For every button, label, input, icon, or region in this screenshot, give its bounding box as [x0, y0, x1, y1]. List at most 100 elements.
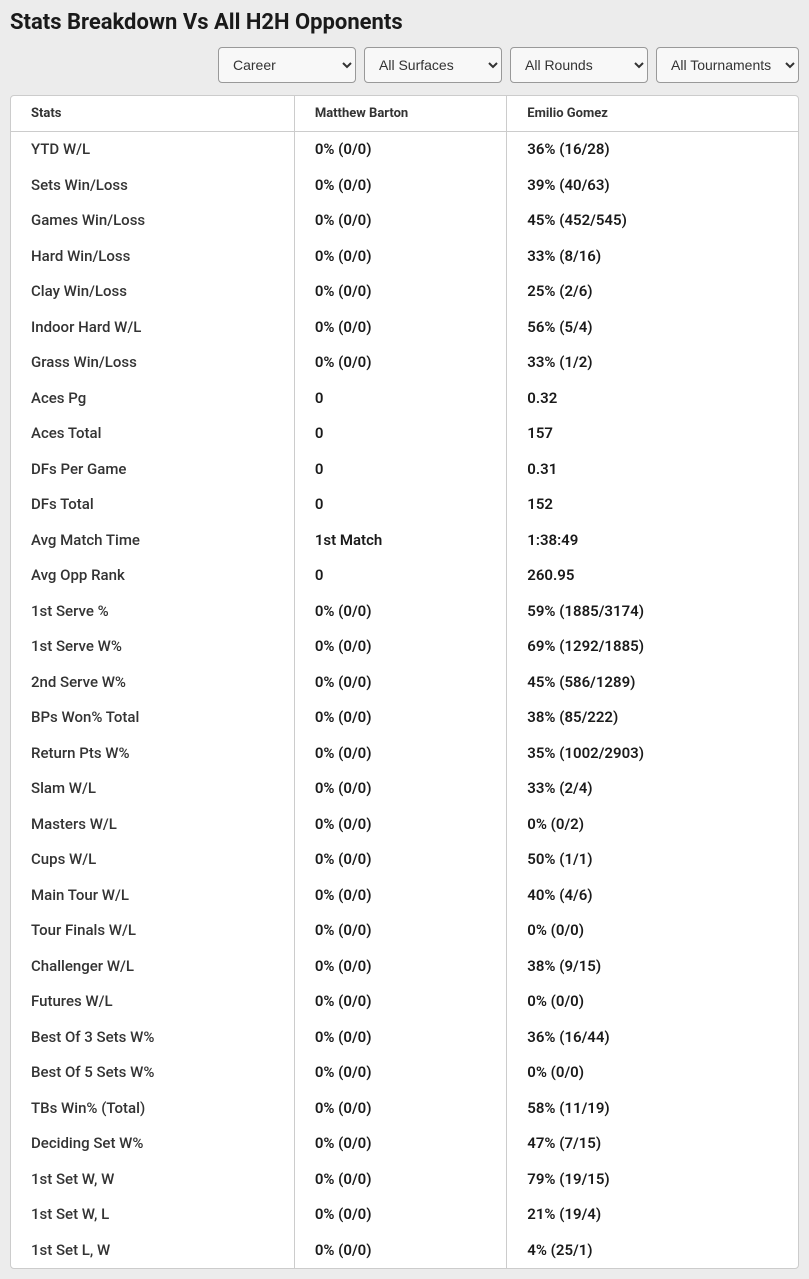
- player1-value: 0% (0/0): [294, 1197, 506, 1233]
- table-row: Challenger W/L0% (0/0)38% (9/15): [11, 949, 798, 985]
- player2-value: 59% (1885/3174): [507, 594, 798, 630]
- period-select[interactable]: Career: [218, 47, 356, 83]
- player1-value: 0% (0/0): [294, 842, 506, 878]
- stat-label: Challenger W/L: [11, 949, 294, 985]
- tournament-select[interactable]: All Tournaments: [656, 47, 799, 83]
- player2-value: 36% (16/44): [507, 1020, 798, 1056]
- player1-value: 0: [294, 487, 506, 523]
- table-row: Aces Total0157: [11, 416, 798, 452]
- filters-row: Career All Surfaces All Rounds All Tourn…: [10, 47, 799, 83]
- player1-value: 0: [294, 416, 506, 452]
- player2-value: 50% (1/1): [507, 842, 798, 878]
- table-row: Masters W/L0% (0/0)0% (0/2): [11, 807, 798, 843]
- table-row: BPs Won% Total0% (0/0)38% (85/222): [11, 700, 798, 736]
- player2-value: 38% (85/222): [507, 700, 798, 736]
- table-row: Grass Win/Loss0% (0/0)33% (1/2): [11, 345, 798, 381]
- player1-value: 0% (0/0): [294, 807, 506, 843]
- stat-label: Main Tour W/L: [11, 878, 294, 914]
- table-header-row: Stats Matthew Barton Emilio Gomez: [11, 96, 798, 132]
- player2-value: 36% (16/28): [507, 132, 798, 168]
- player1-value: 0: [294, 381, 506, 417]
- stat-label: Games Win/Loss: [11, 203, 294, 239]
- player1-value: 0% (0/0): [294, 310, 506, 346]
- table-row: Return Pts W%0% (0/0)35% (1002/2903): [11, 736, 798, 772]
- stat-label: 1st Set L, W: [11, 1233, 294, 1269]
- stat-label: 1st Serve W%: [11, 629, 294, 665]
- table-row: Avg Match Time1st Match1:38:49: [11, 523, 798, 559]
- table-row: Hard Win/Loss0% (0/0)33% (8/16): [11, 239, 798, 275]
- stat-label: Tour Finals W/L: [11, 913, 294, 949]
- player2-value: 38% (9/15): [507, 949, 798, 985]
- player1-value: 0% (0/0): [294, 771, 506, 807]
- page-title: Stats Breakdown Vs All H2H Opponents: [10, 10, 799, 35]
- col-header-player1: Matthew Barton: [294, 96, 506, 132]
- stat-label: Grass Win/Loss: [11, 345, 294, 381]
- table-row: Games Win/Loss0% (0/0)45% (452/545): [11, 203, 798, 239]
- stat-label: 1st Set W, W: [11, 1162, 294, 1198]
- player1-value: 0% (0/0): [294, 1091, 506, 1127]
- player1-value: 0% (0/0): [294, 594, 506, 630]
- table-row: 2nd Serve W%0% (0/0)45% (586/1289): [11, 665, 798, 701]
- table-row: TBs Win% (Total)0% (0/0)58% (11/19): [11, 1091, 798, 1127]
- player1-value: 0% (0/0): [294, 700, 506, 736]
- table-row: 1st Serve %0% (0/0)59% (1885/3174): [11, 594, 798, 630]
- table-row: Best Of 5 Sets W%0% (0/0)0% (0/0): [11, 1055, 798, 1091]
- table-row: Slam W/L0% (0/0)33% (2/4): [11, 771, 798, 807]
- stat-label: YTD W/L: [11, 132, 294, 168]
- stat-label: Best Of 5 Sets W%: [11, 1055, 294, 1091]
- stat-label: DFs Per Game: [11, 452, 294, 488]
- stat-label: Cups W/L: [11, 842, 294, 878]
- player1-value: 1st Match: [294, 523, 506, 559]
- table-row: 1st Set W, W0% (0/0)79% (19/15): [11, 1162, 798, 1198]
- table-row: Clay Win/Loss0% (0/0)25% (2/6): [11, 274, 798, 310]
- stats-table: Stats Matthew Barton Emilio Gomez YTD W/…: [11, 96, 798, 1268]
- table-row: Tour Finals W/L0% (0/0)0% (0/0): [11, 913, 798, 949]
- player2-value: 0% (0/0): [507, 984, 798, 1020]
- stat-label: 1st Set W, L: [11, 1197, 294, 1233]
- table-row: DFs Per Game00.31: [11, 452, 798, 488]
- player2-value: 0% (0/0): [507, 1055, 798, 1091]
- round-select[interactable]: All Rounds: [510, 47, 648, 83]
- player2-value: 45% (452/545): [507, 203, 798, 239]
- player2-value: 56% (5/4): [507, 310, 798, 346]
- table-row: Avg Opp Rank0260.95: [11, 558, 798, 594]
- player1-value: 0% (0/0): [294, 913, 506, 949]
- player2-value: 58% (11/19): [507, 1091, 798, 1127]
- stat-label: DFs Total: [11, 487, 294, 523]
- player2-value: 157: [507, 416, 798, 452]
- stat-label: Slam W/L: [11, 771, 294, 807]
- surface-select[interactable]: All Surfaces: [364, 47, 502, 83]
- player2-value: 33% (2/4): [507, 771, 798, 807]
- player1-value: 0% (0/0): [294, 736, 506, 772]
- stat-label: Hard Win/Loss: [11, 239, 294, 275]
- table-row: YTD W/L0% (0/0)36% (16/28): [11, 132, 798, 168]
- player2-value: 79% (19/15): [507, 1162, 798, 1198]
- player2-value: 0% (0/2): [507, 807, 798, 843]
- table-row: 1st Set L, W0% (0/0)4% (25/1): [11, 1233, 798, 1269]
- table-row: Best Of 3 Sets W%0% (0/0)36% (16/44): [11, 1020, 798, 1056]
- stat-label: BPs Won% Total: [11, 700, 294, 736]
- table-row: Deciding Set W%0% (0/0)47% (7/15): [11, 1126, 798, 1162]
- player1-value: 0% (0/0): [294, 203, 506, 239]
- player2-value: 0.31: [507, 452, 798, 488]
- player1-value: 0: [294, 452, 506, 488]
- table-row: Aces Pg00.32: [11, 381, 798, 417]
- stats-table-container: Stats Matthew Barton Emilio Gomez YTD W/…: [10, 95, 799, 1269]
- player1-value: 0% (0/0): [294, 345, 506, 381]
- stat-label: Futures W/L: [11, 984, 294, 1020]
- player1-value: 0% (0/0): [294, 878, 506, 914]
- col-header-stats: Stats: [11, 96, 294, 132]
- table-row: Indoor Hard W/L0% (0/0)56% (5/4): [11, 310, 798, 346]
- stat-label: Best Of 3 Sets W%: [11, 1020, 294, 1056]
- player2-value: 0% (0/0): [507, 913, 798, 949]
- player1-value: 0% (0/0): [294, 629, 506, 665]
- player1-value: 0% (0/0): [294, 949, 506, 985]
- player1-value: 0% (0/0): [294, 1055, 506, 1091]
- player1-value: 0% (0/0): [294, 239, 506, 275]
- stat-label: TBs Win% (Total): [11, 1091, 294, 1127]
- player1-value: 0% (0/0): [294, 665, 506, 701]
- stat-label: Aces Total: [11, 416, 294, 452]
- player2-value: 40% (4/6): [507, 878, 798, 914]
- table-row: 1st Set W, L0% (0/0)21% (19/4): [11, 1197, 798, 1233]
- stat-label: Indoor Hard W/L: [11, 310, 294, 346]
